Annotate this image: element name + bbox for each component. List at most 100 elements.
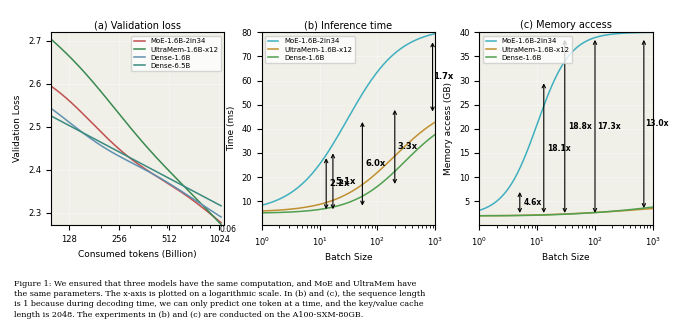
- UltraMem-1.6B-x12: [577, 211, 585, 215]
- Text: 1.7x: 1.7x: [433, 72, 454, 81]
- Dense-1.6B: [303, 209, 311, 213]
- Title: (b) Inference time: (b) Inference time: [305, 20, 392, 30]
- Dense-6.5B: [124, 155, 132, 158]
- Line: MoE-1.6B-2in34: MoE-1.6B-2in34: [51, 86, 221, 223]
- MoE-1.6B-2in34: [506, 184, 514, 188]
- Dense-1.6B: [431, 133, 439, 137]
- UltraMem-1.6B-x12: [124, 123, 132, 127]
- Dense-1.6B: [373, 184, 381, 188]
- Dense-1.6B: [388, 172, 396, 175]
- Line: Dense-1.6B: Dense-1.6B: [479, 207, 653, 216]
- Y-axis label: Memory access (GB): Memory access (GB): [445, 82, 454, 175]
- MoE-1.6B-2in34: [360, 89, 368, 93]
- Legend: MoE-1.6B-2in34, UltraMem-1.6B-x12, Dense-1.6B: MoE-1.6B-2in34, UltraMem-1.6B-x12, Dense…: [483, 36, 573, 63]
- Text: 17.3x: 17.3x: [598, 122, 621, 131]
- Dense-1.6B: [475, 214, 483, 218]
- MoE-1.6B-2in34: [336, 130, 344, 134]
- UltraMem-1.6B-x12: [303, 205, 311, 209]
- UltraMem-1.6B-x12: [175, 179, 183, 183]
- UltraMem-1.6B-x12: [258, 209, 266, 213]
- Dense-1.6B: [258, 211, 266, 215]
- Title: (c) Memory access: (c) Memory access: [520, 20, 612, 30]
- MoE-1.6B-2in34: [577, 42, 585, 46]
- Line: MoE-1.6B-2in34: MoE-1.6B-2in34: [479, 33, 653, 210]
- Dense-1.6B: [77, 129, 85, 133]
- Legend: MoE-1.6B-2in34, UltraMem-1.6B-x12, Dense-1.6B: MoE-1.6B-2in34, UltraMem-1.6B-x12, Dense…: [265, 36, 355, 63]
- UltraMem-1.6B-x12: [606, 210, 614, 213]
- Text: 6.0x: 6.0x: [365, 159, 386, 168]
- Dense-1.6B: [336, 203, 344, 207]
- Dense-1.6B: [160, 179, 169, 183]
- UltraMem-1.6B-x12: [360, 181, 368, 185]
- Text: 4.6x: 4.6x: [524, 198, 542, 207]
- Line: UltraMem-1.6B-x12: UltraMem-1.6B-x12: [262, 122, 435, 211]
- Dense-1.6B: [124, 159, 132, 163]
- MoE-1.6B-2in34: [47, 84, 55, 88]
- MoE-1.6B-2in34: [373, 70, 381, 73]
- Dense-6.5B: [217, 204, 225, 208]
- Dense-1.6B: [606, 210, 614, 213]
- Text: 18.1x: 18.1x: [547, 144, 571, 153]
- MoE-1.6B-2in34: [520, 157, 528, 161]
- UltraMem-1.6B-x12: [520, 213, 528, 217]
- Y-axis label: Time (ms): Time (ms): [227, 106, 236, 151]
- Text: 3.3x: 3.3x: [397, 142, 418, 151]
- Dense-6.5B: [47, 114, 55, 118]
- Text: 13.0x: 13.0x: [645, 119, 669, 128]
- MoE-1.6B-2in34: [160, 179, 169, 183]
- UltraMem-1.6B-x12: [90, 82, 99, 86]
- UltraMem-1.6B-x12: [288, 207, 296, 211]
- MoE-1.6B-2in34: [258, 203, 266, 207]
- MoE-1.6B-2in34: [554, 71, 562, 75]
- Line: Dense-6.5B: Dense-6.5B: [51, 116, 221, 206]
- Dense-6.5B: [90, 137, 99, 141]
- Dense-1.6B: [506, 214, 514, 218]
- Dense-1.6B: [47, 106, 55, 110]
- UltraMem-1.6B-x12: [506, 213, 514, 217]
- UltraMem-1.6B-x12: [77, 67, 85, 71]
- UltraMem-1.6B-x12: [47, 37, 55, 41]
- Title: (a) Validation loss: (a) Validation loss: [95, 20, 181, 30]
- Legend: MoE-1.6B-2in34, UltraMem-1.6B-x12, Dense-1.6B, Dense-6.5B: MoE-1.6B-2in34, UltraMem-1.6B-x12, Dense…: [131, 36, 221, 71]
- MoE-1.6B-2in34: [591, 36, 599, 40]
- Text: 18.8x: 18.8x: [568, 122, 592, 131]
- MoE-1.6B-2in34: [606, 33, 614, 36]
- Dense-1.6B: [90, 139, 99, 143]
- X-axis label: Consumed tokens (Billion): Consumed tokens (Billion): [78, 250, 197, 259]
- UltraMem-1.6B-x12: [147, 150, 155, 154]
- Dense-6.5B: [147, 167, 155, 171]
- Text: Figure 1: We ensured that three models have the same computation, and MoE and Ul: Figure 1: We ensured that three models h…: [14, 279, 425, 319]
- Dense-1.6B: [175, 188, 183, 192]
- UltraMem-1.6B-x12: [160, 164, 169, 168]
- Dense-1.6B: [649, 205, 657, 209]
- UltraMem-1.6B-x12: [554, 212, 562, 216]
- Dense-6.5B: [175, 182, 183, 185]
- MoE-1.6B-2in34: [303, 178, 311, 182]
- Dense-1.6B: [217, 215, 225, 219]
- Y-axis label: Validation Loss: Validation Loss: [14, 95, 22, 163]
- UltraMem-1.6B-x12: [217, 223, 225, 226]
- X-axis label: Batch Size: Batch Size: [542, 253, 590, 262]
- MoE-1.6B-2in34: [90, 124, 99, 128]
- UltraMem-1.6B-x12: [591, 211, 599, 214]
- Line: UltraMem-1.6B-x12: UltraMem-1.6B-x12: [51, 39, 221, 224]
- Dense-1.6B: [360, 194, 368, 197]
- UltraMem-1.6B-x12: [373, 170, 381, 174]
- MoE-1.6B-2in34: [217, 221, 225, 224]
- Line: MoE-1.6B-2in34: MoE-1.6B-2in34: [262, 33, 435, 205]
- MoE-1.6B-2in34: [175, 189, 183, 193]
- UltraMem-1.6B-x12: [431, 120, 439, 124]
- Dense-1.6B: [520, 213, 528, 217]
- MoE-1.6B-2in34: [77, 110, 85, 114]
- X-axis label: Batch Size: Batch Size: [324, 253, 373, 262]
- Line: Dense-1.6B: Dense-1.6B: [51, 108, 221, 217]
- UltraMem-1.6B-x12: [649, 207, 657, 211]
- MoE-1.6B-2in34: [388, 53, 396, 57]
- UltraMem-1.6B-x12: [336, 195, 344, 199]
- Text: 0.06: 0.06: [220, 225, 237, 234]
- MoE-1.6B-2in34: [124, 155, 132, 158]
- Text: 2.2x: 2.2x: [329, 179, 350, 188]
- MoE-1.6B-2in34: [431, 32, 439, 35]
- Line: UltraMem-1.6B-x12: UltraMem-1.6B-x12: [479, 209, 653, 216]
- UltraMem-1.6B-x12: [475, 214, 483, 218]
